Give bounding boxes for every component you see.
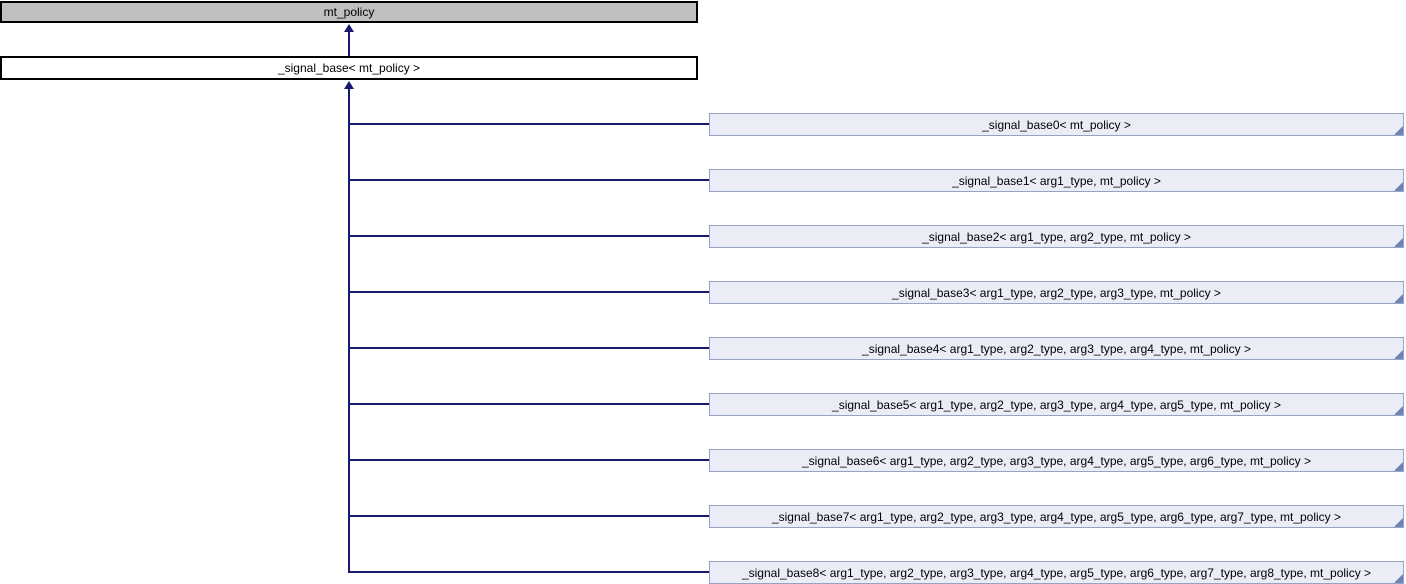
edge-branch-5 bbox=[348, 403, 709, 405]
node-label: mt_policy bbox=[323, 5, 375, 19]
node-mt-policy: mt_policy bbox=[0, 1, 698, 23]
fold-corner-icon bbox=[1394, 126, 1403, 135]
fold-corner-icon bbox=[1394, 350, 1403, 359]
node-label: _signal_base8< arg1_type, arg2_type, arg… bbox=[741, 565, 1372, 580]
edge-branch-7 bbox=[348, 515, 709, 517]
fold-corner-icon bbox=[1394, 182, 1403, 191]
edge-trunk bbox=[348, 88, 350, 573]
node-signal-base7[interactable]: _signal_base7< arg1_type, arg2_type, arg… bbox=[709, 505, 1404, 528]
node-signal-base1[interactable]: _signal_base1< arg1_type, mt_policy > bbox=[709, 169, 1404, 192]
node-signal-base0[interactable]: _signal_base0< mt_policy > bbox=[709, 113, 1404, 136]
arrowhead-to-signal-base bbox=[344, 81, 354, 89]
node-label: _signal_base6< arg1_type, arg2_type, arg… bbox=[801, 453, 1311, 468]
node-signal-base5[interactable]: _signal_base5< arg1_type, arg2_type, arg… bbox=[709, 393, 1404, 416]
edge-branch-4 bbox=[348, 347, 709, 349]
node-signal-base6[interactable]: _signal_base6< arg1_type, arg2_type, arg… bbox=[709, 449, 1404, 472]
edge-branch-2 bbox=[348, 235, 709, 237]
node-label: _signal_base< mt_policy > bbox=[277, 61, 421, 75]
node-label: _signal_base5< arg1_type, arg2_type, arg… bbox=[832, 397, 1281, 412]
edge-branch-0 bbox=[348, 123, 709, 125]
node-label: _signal_base2< arg1_type, arg2_type, mt_… bbox=[922, 229, 1191, 244]
node-label: _signal_base7< arg1_type, arg2_type, arg… bbox=[771, 509, 1342, 524]
fold-corner-icon bbox=[1394, 518, 1403, 527]
arrowhead-to-mt-policy bbox=[344, 24, 354, 32]
node-signal-base8[interactable]: _signal_base8< arg1_type, arg2_type, arg… bbox=[709, 561, 1404, 584]
node-signal-base3[interactable]: _signal_base3< arg1_type, arg2_type, arg… bbox=[709, 281, 1404, 304]
node-signal-base2[interactable]: _signal_base2< arg1_type, arg2_type, mt_… bbox=[709, 225, 1404, 248]
node-label: _signal_base3< arg1_type, arg2_type, arg… bbox=[892, 285, 1221, 300]
node-label: _signal_base0< mt_policy > bbox=[982, 117, 1131, 132]
node-label: _signal_base4< arg1_type, arg2_type, arg… bbox=[862, 341, 1251, 356]
edge-base-to-root bbox=[348, 31, 350, 56]
edge-branch-6 bbox=[348, 459, 709, 461]
fold-corner-icon bbox=[1394, 406, 1403, 415]
node-label: _signal_base1< arg1_type, mt_policy > bbox=[952, 173, 1161, 188]
node-signal-base[interactable]: _signal_base< mt_policy > bbox=[0, 56, 698, 80]
node-signal-base4[interactable]: _signal_base4< arg1_type, arg2_type, arg… bbox=[709, 337, 1404, 360]
edge-branch-8 bbox=[348, 571, 709, 573]
fold-corner-icon bbox=[1394, 462, 1403, 471]
fold-corner-icon bbox=[1394, 294, 1403, 303]
fold-corner-icon bbox=[1394, 574, 1403, 583]
edge-branch-3 bbox=[348, 291, 709, 293]
fold-corner-icon bbox=[1394, 238, 1403, 247]
edge-branch-1 bbox=[348, 179, 709, 181]
